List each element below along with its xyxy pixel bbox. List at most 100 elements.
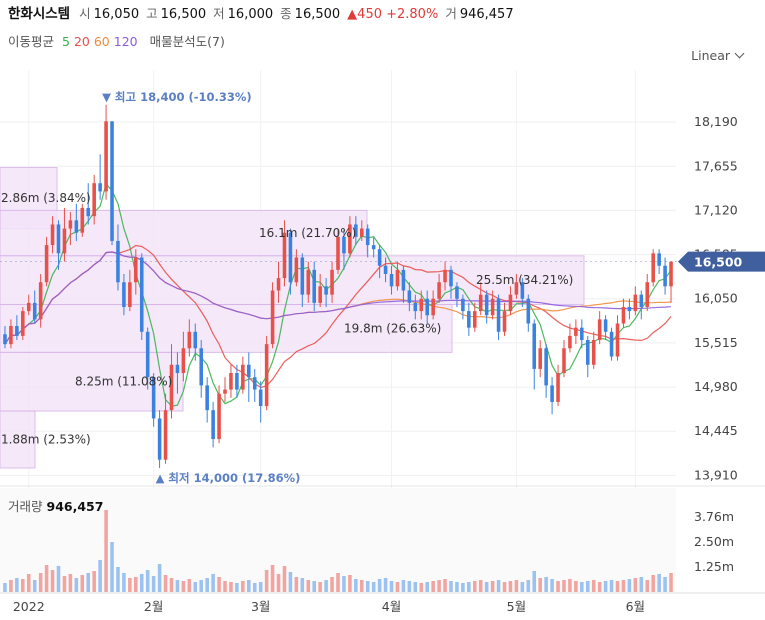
volume-bar bbox=[490, 581, 495, 592]
candle-body bbox=[597, 319, 602, 341]
moving-average-periods: 5 20 60 120 bbox=[62, 34, 142, 49]
candle-body bbox=[342, 236, 346, 254]
current-price-label: 16,500 bbox=[694, 255, 743, 270]
volume-bar bbox=[145, 570, 150, 592]
volume-bar bbox=[68, 574, 73, 592]
volume-bar bbox=[229, 582, 233, 592]
candle-body bbox=[425, 298, 429, 316]
price-profile-label[interactable]: 매물분석도(7) bbox=[149, 34, 225, 49]
volume-bar bbox=[217, 577, 221, 592]
volume-bar bbox=[193, 582, 198, 592]
volume-bar bbox=[9, 580, 13, 592]
scale-selector[interactable]: Linear bbox=[691, 48, 745, 63]
price-profile-label: 25.5m (34.21%) bbox=[476, 273, 573, 287]
volume-bar bbox=[3, 583, 7, 592]
low-price: 16,000 bbox=[227, 7, 274, 22]
volume-bar bbox=[175, 580, 180, 592]
candle-body bbox=[175, 364, 180, 374]
candle-body bbox=[252, 377, 257, 390]
volume-panel-label: 거래량 bbox=[8, 499, 43, 514]
volume-value: 946,457 bbox=[459, 7, 514, 22]
volume-bar bbox=[252, 583, 257, 592]
volume-bar bbox=[467, 582, 471, 592]
candle-body bbox=[360, 228, 364, 237]
candle-body bbox=[128, 282, 132, 308]
price-profile-label: 16.1m (21.70%) bbox=[259, 226, 356, 240]
volume-bar bbox=[288, 572, 293, 592]
volume-bar bbox=[413, 582, 418, 592]
volume-bar bbox=[92, 571, 96, 592]
candle-body bbox=[247, 364, 251, 378]
volume-bar bbox=[520, 582, 525, 592]
candle-body bbox=[300, 257, 305, 295]
price-axis-tick: 17,655 bbox=[694, 158, 738, 173]
candle-body bbox=[544, 348, 548, 386]
volume-bar bbox=[205, 578, 209, 592]
volume-bar bbox=[514, 580, 519, 592]
volume-bar bbox=[395, 582, 400, 592]
candle-body bbox=[538, 348, 542, 369]
volume-bar bbox=[383, 578, 388, 592]
price-profile-label: 19.8m (26.63%) bbox=[344, 321, 441, 335]
candle-body bbox=[38, 282, 43, 320]
candle-body bbox=[26, 302, 31, 312]
volume-bar bbox=[431, 581, 435, 592]
candle-body bbox=[110, 121, 114, 241]
volume-bar bbox=[455, 582, 459, 592]
candle-body bbox=[354, 224, 358, 237]
candle-body bbox=[116, 240, 120, 283]
volume-bar bbox=[163, 575, 168, 592]
candle-body bbox=[276, 278, 281, 291]
time-axis-tick: 5월 bbox=[507, 599, 526, 614]
volume-bar bbox=[461, 583, 465, 592]
candle-body bbox=[407, 290, 412, 303]
volume-bar bbox=[645, 580, 650, 592]
volume-bar bbox=[597, 582, 602, 592]
volume-bar bbox=[116, 567, 120, 592]
volume-bar bbox=[443, 579, 447, 592]
candle-body bbox=[104, 121, 108, 192]
candle-body bbox=[44, 245, 49, 283]
candle-body bbox=[657, 253, 661, 266]
volume-bar bbox=[663, 577, 667, 592]
candle-body bbox=[74, 220, 79, 233]
moving-average-legend[interactable]: 이동평균 5 20 60 120 매물분석도(7) bbox=[8, 31, 229, 50]
low-label: 저 bbox=[213, 6, 225, 21]
candle-body bbox=[187, 331, 192, 349]
volume-bar bbox=[377, 579, 382, 592]
volume-bar bbox=[62, 576, 67, 592]
price-axis-tick: 15,515 bbox=[694, 335, 738, 350]
candle-body bbox=[645, 282, 650, 308]
price-profile-bar bbox=[0, 209, 368, 257]
candle-body bbox=[92, 183, 96, 217]
candle-body bbox=[520, 282, 525, 299]
moving-average-label: 이동평균 bbox=[8, 34, 55, 49]
volume-bar bbox=[502, 582, 507, 592]
candle-body bbox=[383, 265, 388, 274]
volume-axis-tick: 1.25m bbox=[694, 559, 734, 574]
volume-bar bbox=[151, 576, 156, 592]
candle-body bbox=[377, 249, 382, 266]
volume-bar bbox=[139, 574, 144, 592]
volume-bar bbox=[621, 580, 626, 592]
volume-bar bbox=[300, 578, 305, 592]
volume-bar bbox=[472, 581, 477, 592]
volume-bar bbox=[657, 574, 661, 592]
volume-bar bbox=[556, 581, 560, 592]
candle-body bbox=[580, 327, 584, 341]
candle-body bbox=[15, 325, 19, 336]
price-axis-tick: 14,980 bbox=[694, 379, 738, 394]
candle-body bbox=[484, 294, 489, 316]
volume-bar bbox=[294, 577, 299, 592]
candle-body bbox=[270, 290, 275, 345]
volume-bar bbox=[627, 579, 632, 592]
volume-bar bbox=[591, 580, 596, 592]
volume-bar bbox=[306, 580, 311, 592]
stock-name: 한화시스템 bbox=[8, 6, 71, 22]
candle-body bbox=[401, 269, 406, 291]
volume-bar bbox=[21, 579, 25, 592]
candle-body bbox=[288, 232, 293, 283]
volume-bar bbox=[639, 577, 644, 592]
time-axis-tick: 2022 bbox=[13, 599, 45, 614]
